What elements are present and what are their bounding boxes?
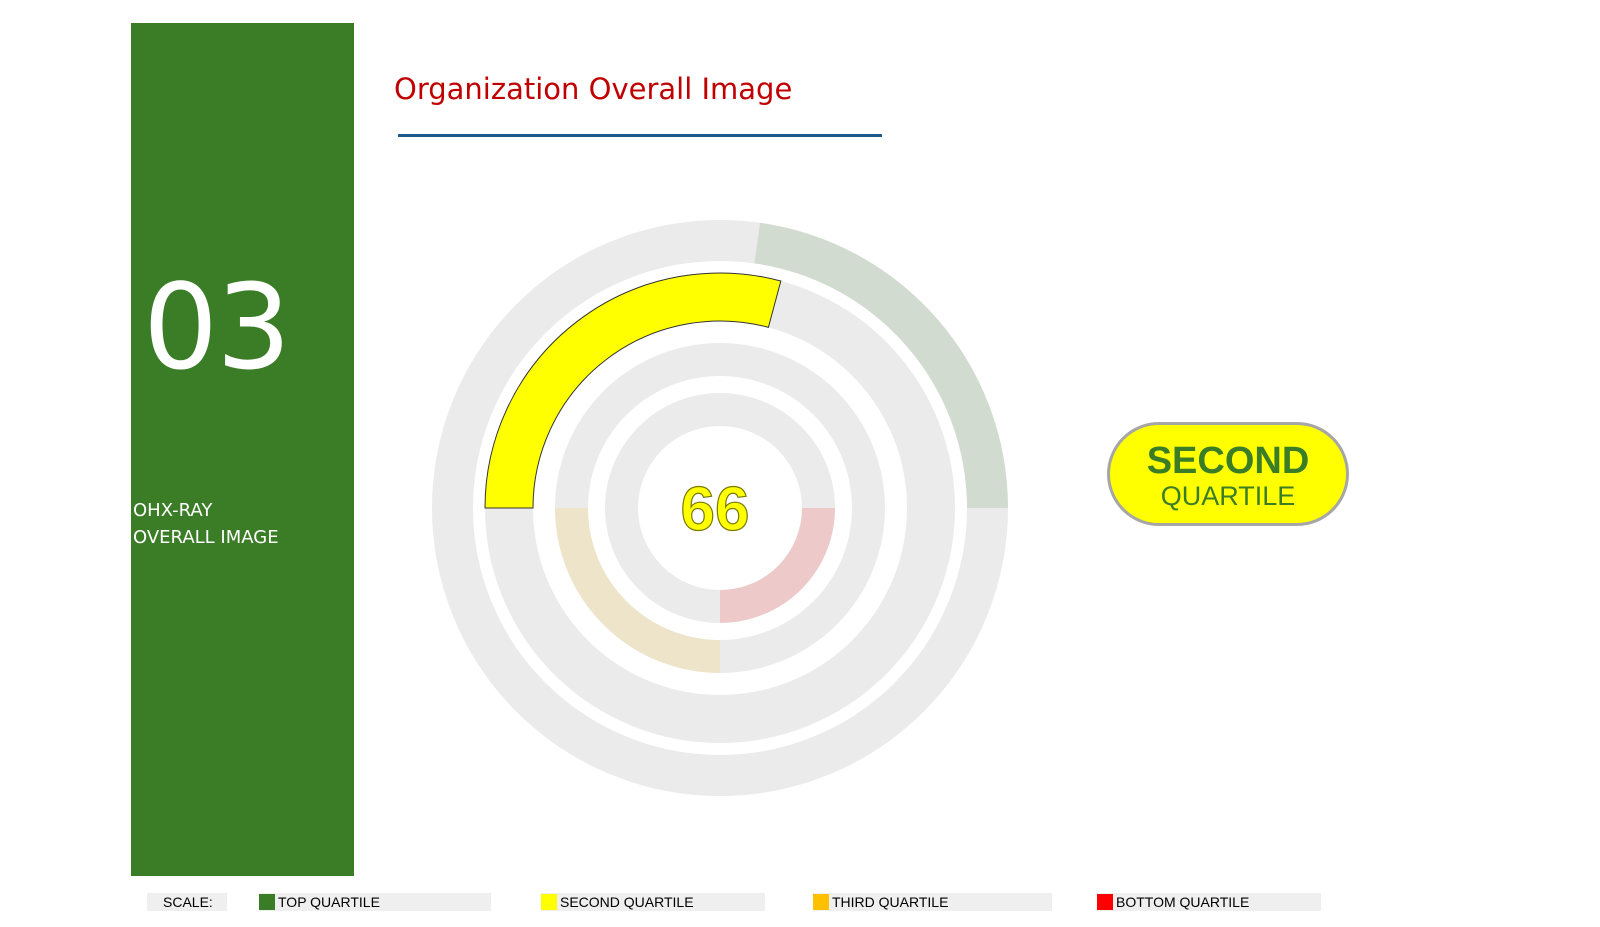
legend-label-bottom: BOTTOM QUARTILE <box>1116 894 1250 910</box>
ring-segment-outer <box>754 222 1008 508</box>
legend-item-third: THIRD QUARTILE <box>813 893 1052 911</box>
legend-item-second: SECOND QUARTILE <box>541 893 765 911</box>
score-value: 66 <box>681 475 750 544</box>
legend-swatch-third <box>813 894 829 910</box>
ring-segment-second <box>484 272 782 509</box>
gauge-center <box>650 438 790 578</box>
scale-legend: SCALE: TOP QUARTILE SECOND QUARTILE THIR… <box>0 893 1600 913</box>
ring-track-outer <box>432 220 1008 796</box>
section-label-line1: OHX-RAY <box>133 500 213 521</box>
quartile-badge-line2: QUARTILE <box>1160 481 1296 511</box>
legend-swatch-top <box>259 894 275 910</box>
page-title: Organization Overall Image <box>394 72 793 106</box>
legend-item-bottom: BOTTOM QUARTILE <box>1097 893 1321 911</box>
ring-segment-third <box>555 508 720 673</box>
section-label: OHX-RAY OVERALL IMAGE <box>133 497 279 551</box>
ring-track-inner <box>605 393 835 623</box>
quartile-badge: SECOND QUARTILE <box>1107 422 1349 526</box>
legend-item-top: TOP QUARTILE <box>259 893 491 911</box>
scale-label-cell: SCALE: <box>147 893 227 911</box>
legend-label-second: SECOND QUARTILE <box>560 894 694 910</box>
section-label-line2: OVERALL IMAGE <box>133 527 279 548</box>
legend-swatch-bottom <box>1097 894 1113 910</box>
legend-swatch-second <box>541 894 557 910</box>
ring-segment-inner <box>720 508 835 623</box>
ring-track-third <box>555 343 885 673</box>
legend-label-top: TOP QUARTILE <box>278 894 380 910</box>
quartile-badge-line1: SECOND <box>1146 440 1310 482</box>
section-sidebar: 03 OHX-RAY OVERALL IMAGE <box>131 23 354 876</box>
gauge-rings <box>432 220 1008 796</box>
scale-label: SCALE: <box>163 894 213 910</box>
title-underline <box>398 134 882 137</box>
legend-label-third: THIRD QUARTILE <box>832 894 949 910</box>
section-number: 03 <box>143 258 291 396</box>
